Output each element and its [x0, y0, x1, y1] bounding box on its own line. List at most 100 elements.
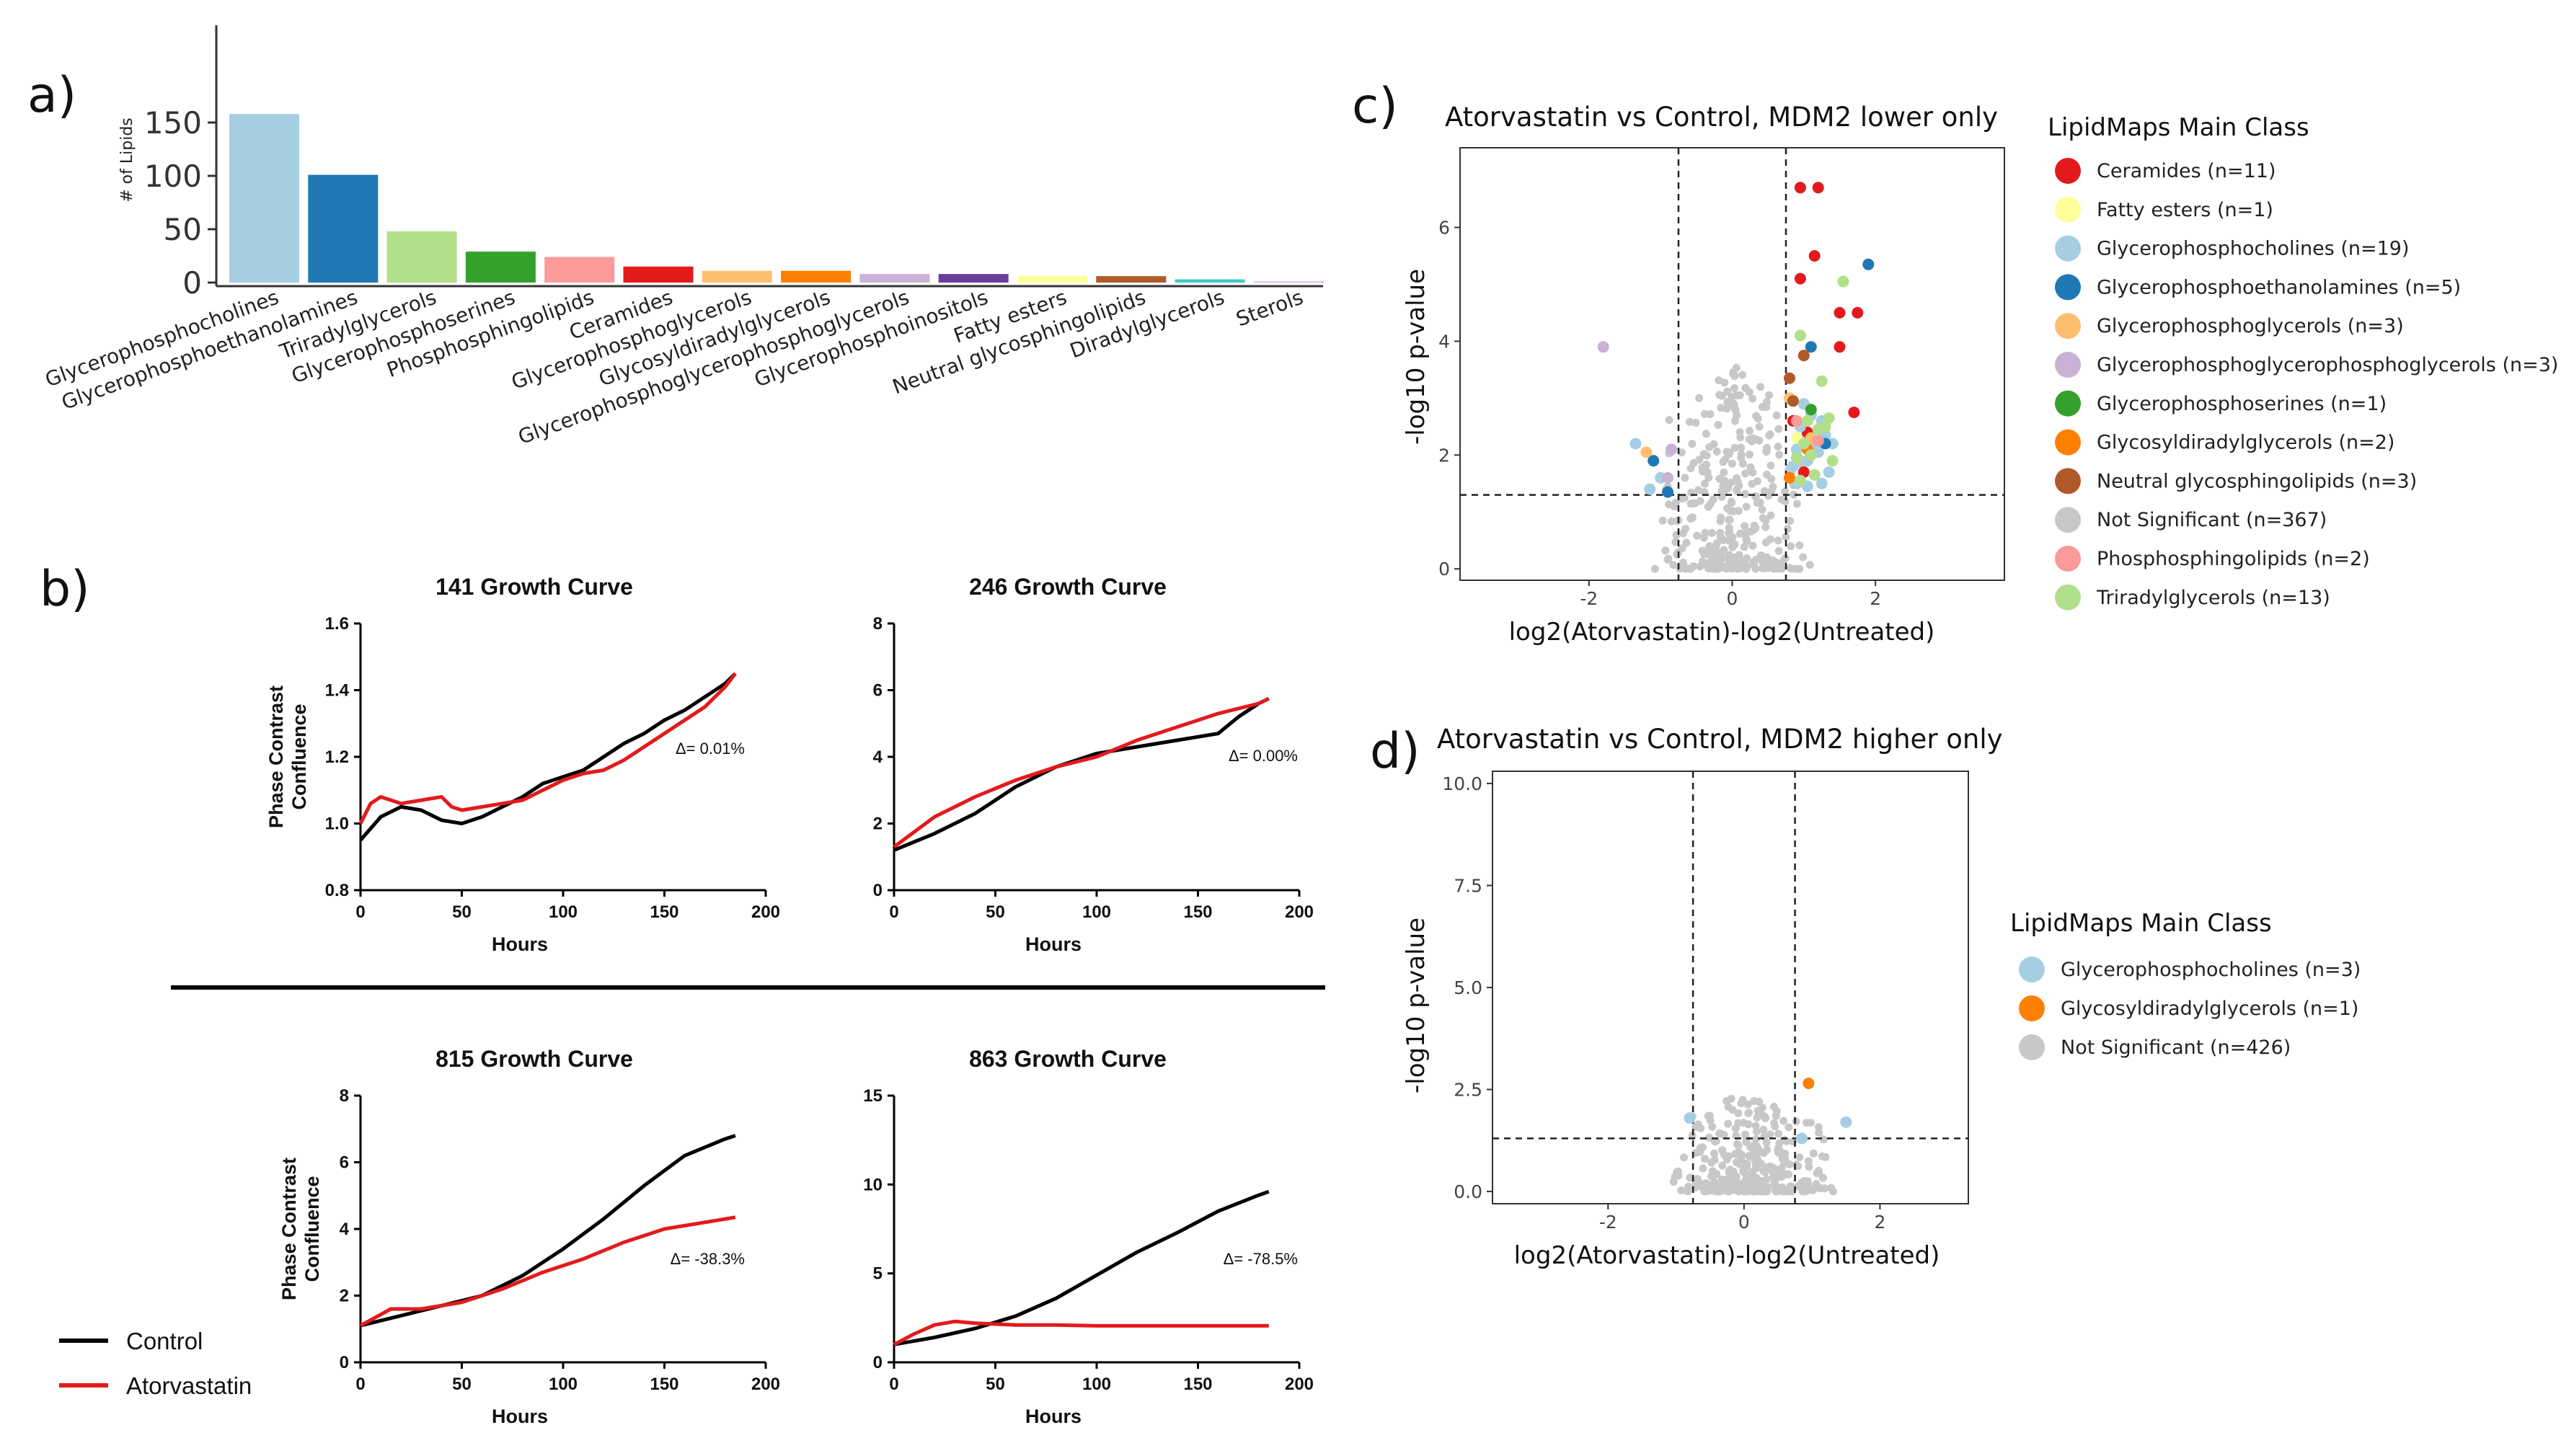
volcano-ns-point	[1734, 1119, 1743, 1127]
volcano-ns-point	[1718, 1161, 1727, 1170]
volcano-ns-point	[1727, 556, 1735, 564]
volcano-ns-point	[1743, 1162, 1751, 1171]
volcano-ns-point	[1751, 1161, 1760, 1170]
volcano-legend-label: Triradylglycerols (n=13)	[2096, 587, 2330, 609]
volcano-ns-point	[1741, 489, 1749, 498]
growth-y-tick-label: 6	[873, 681, 883, 701]
volcano-sig-point	[1797, 438, 1810, 450]
volcano-ns-point	[1753, 1155, 1761, 1163]
bar-glycerophosphoinositols	[938, 274, 1009, 283]
volcano-ns-point	[1696, 497, 1704, 505]
volcano-ns-point	[1705, 1133, 1714, 1142]
volcano-ns-point	[1754, 499, 1763, 507]
volcano-ns-point	[1752, 1142, 1761, 1150]
volcano-ns-point	[1751, 1122, 1760, 1130]
bar-y-tick-label: 50	[164, 212, 202, 247]
volcano-ns-point	[1774, 536, 1782, 545]
volcano-ns-point	[1667, 517, 1676, 525]
volcano-c-title: Atorvastatin vs Control, MDM2 lower only	[1445, 102, 1998, 133]
growth-y-tick-label: 15	[863, 1086, 883, 1106]
volcano-ns-point	[1750, 521, 1759, 530]
growth-series-atorvastatin	[358, 672, 737, 825]
volcano-ns-point	[1799, 553, 1808, 561]
volcano-legend-label: Glycosyldiradylglycerols (n=1)	[2061, 998, 2358, 1020]
volcano-ns-point	[1746, 450, 1754, 459]
volcano-ns-point	[1766, 511, 1775, 520]
volcano-d-y-label: -log10 p-value	[1402, 918, 1430, 1093]
volcano-ns-point	[1704, 1111, 1712, 1120]
volcano-ns-point	[1730, 1176, 1739, 1184]
volcano-legend-label: Phosphosphingolipids (n=2)	[2097, 548, 2370, 570]
volcano-ns-point	[1805, 561, 1814, 569]
growth-x-axis-label: Hours	[1025, 1406, 1082, 1427]
volcano-ns-point	[1681, 564, 1690, 573]
growth-x-tick-label: 100	[549, 1375, 578, 1394]
bar-neutral-glycosphingolipids	[1096, 276, 1167, 283]
volcano-ns-point	[1743, 1135, 1751, 1144]
volcano-ns-point	[1744, 1120, 1753, 1129]
volcano-y-tick-label: 6	[1438, 218, 1450, 239]
volcano-legend-label: Glycosyldiradylglycerols (n=2)	[2097, 432, 2394, 454]
volcano-sig-point	[1794, 329, 1806, 342]
volcano-sig-point	[1797, 350, 1810, 362]
volcano-ns-point	[1734, 1109, 1743, 1117]
growth-y-axis-label-line2: Confluence	[288, 703, 310, 809]
growth-x-tick-label: 200	[751, 1375, 780, 1394]
volcano-sig-point	[1784, 471, 1795, 484]
volcano-y-tick-label: 4	[1438, 331, 1450, 352]
volcano-ns-point	[1774, 559, 1783, 568]
growth-series-control	[359, 672, 737, 842]
volcano-sig-point	[1648, 455, 1660, 467]
volcano-ns-point	[1688, 1131, 1697, 1140]
volcano-ns-point	[1752, 412, 1761, 420]
growth-y-axis-label-line2: Confluence	[301, 1176, 323, 1282]
growth-y-tick-label: 1.4	[325, 681, 350, 701]
volcano-ns-point	[1730, 417, 1739, 425]
volcano-ns-point	[1650, 564, 1659, 573]
volcano-d-legend: LipidMaps Main Class Glycerophosphocholi…	[2010, 909, 2361, 1060]
volcano-c-x-label: log2(Atorvastatin)-log2(Untreated)	[1509, 618, 1935, 647]
volcano-ns-point	[1809, 1149, 1818, 1158]
volcano-y-tick-label: 0	[1438, 559, 1450, 580]
growth-x-tick-label: 50	[986, 902, 1005, 922]
volcano-ns-point	[1774, 425, 1783, 433]
volcano-legend-label: Fatty esters (n=1)	[2097, 199, 2273, 221]
volcano-mdm2-lower: Atorvastatin vs Control, MDM2 lower only…	[1402, 102, 2558, 647]
volcano-ns-point	[1770, 1119, 1779, 1127]
volcano-ns-point	[1698, 546, 1707, 555]
volcano-ns-point	[1761, 523, 1770, 531]
volcano-ns-point	[1745, 1109, 1753, 1117]
volcano-ns-point	[1719, 458, 1728, 466]
volcano-ns-point	[1761, 1114, 1770, 1122]
volcano-sig-point	[1812, 435, 1824, 447]
volcano-ns-point	[1803, 1119, 1810, 1127]
volcano-ns-point	[1724, 1102, 1733, 1111]
volcano-ns-point	[1814, 1123, 1823, 1132]
volcano-ns-point	[1760, 1132, 1769, 1141]
volcano-ns-point	[1681, 525, 1690, 533]
panel-d-label: d)	[1370, 723, 1420, 780]
growth-x-tick-label: 50	[986, 1375, 1005, 1394]
volcano-ns-point	[1826, 1184, 1835, 1192]
volcano-ns-point	[1669, 1178, 1678, 1186]
volcano-ns-point	[1714, 421, 1722, 429]
volcano-ns-point	[1699, 533, 1708, 542]
volcano-ns-point	[1712, 1170, 1721, 1178]
volcano-ns-point	[1783, 525, 1792, 533]
volcano-sig-point	[1640, 446, 1653, 458]
volcano-ns-point	[1743, 1178, 1751, 1186]
growth-x-tick-label: 150	[650, 902, 678, 922]
volcano-ns-point	[1816, 1184, 1825, 1192]
volcano-legend-label: Not Significant (n=367)	[2097, 509, 2327, 531]
panel-c-label: c)	[1352, 78, 1398, 135]
growth-curve-141: 141 Growth Curve 0.8 1.0 1.2 1.4 1.6 0 50 100 150…	[265, 574, 780, 955]
volcano-ns-point	[1712, 448, 1721, 456]
volcano-legend-label: Glycerophosphoglycerols (n=3)	[2097, 315, 2404, 337]
volcano-legend-swatch	[2019, 956, 2045, 982]
volcano-x-tick-label: 2	[1874, 1212, 1885, 1233]
growth-legend: Control Atorvastatin	[59, 1328, 252, 1399]
volcano-d-x-label: log2(Atorvastatin)-log2(Untreated)	[1514, 1241, 1940, 1270]
volcano-ns-point	[1746, 427, 1753, 435]
